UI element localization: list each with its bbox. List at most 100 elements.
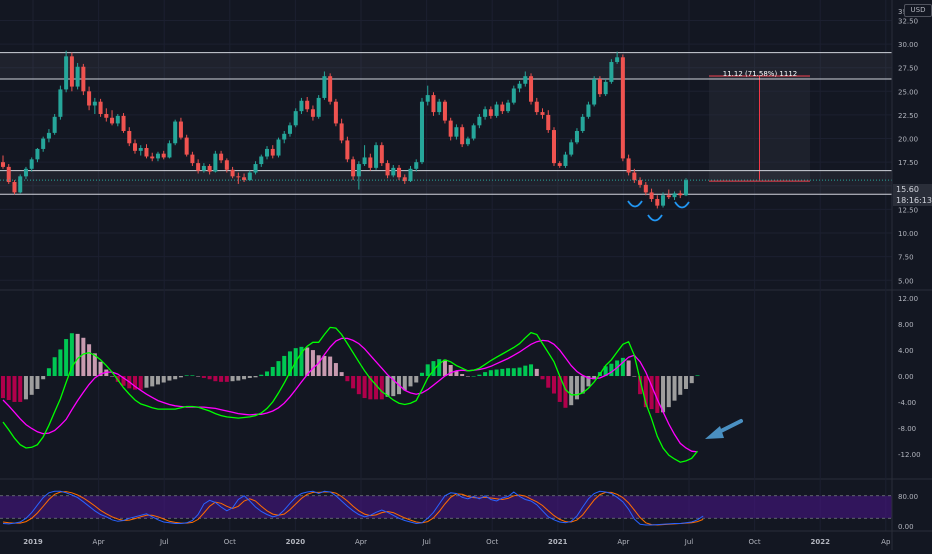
candle[interactable] — [6, 164, 11, 184]
macd-histogram-bar[interactable] — [12, 376, 17, 402]
macd-histogram-bar[interactable] — [339, 372, 344, 377]
candle[interactable] — [362, 145, 367, 166]
macd-histogram-bar[interactable] — [379, 376, 384, 400]
macd-histogram-bar[interactable] — [242, 376, 247, 380]
candle[interactable] — [678, 190, 683, 199]
right-shoulder-arc[interactable] — [674, 201, 690, 209]
macd-histogram-bar[interactable] — [236, 376, 241, 381]
candle[interactable] — [121, 113, 126, 133]
candle[interactable] — [351, 156, 356, 181]
candle[interactable] — [144, 144, 149, 159]
macd-histogram-bar[interactable] — [201, 376, 206, 378]
candle[interactable] — [18, 174, 23, 194]
candle[interactable] — [620, 54, 625, 162]
macd-histogram-bar[interactable] — [666, 376, 671, 408]
candle[interactable] — [305, 96, 310, 113]
macd-histogram-bar[interactable] — [58, 349, 63, 377]
macd-histogram-bar[interactable] — [465, 376, 470, 377]
candle[interactable] — [178, 117, 183, 140]
candle[interactable] — [454, 124, 459, 140]
candle[interactable] — [563, 151, 568, 168]
candle[interactable] — [683, 178, 689, 197]
candle[interactable] — [150, 152, 155, 162]
candle[interactable] — [184, 134, 189, 157]
macd-histogram-bar[interactable] — [92, 353, 97, 377]
candle[interactable] — [374, 142, 379, 170]
candle[interactable] — [259, 154, 264, 167]
macd-histogram-bar[interactable] — [18, 376, 23, 402]
macd-histogram-bar[interactable] — [425, 364, 430, 377]
candle[interactable] — [52, 113, 57, 135]
macd-histogram-bar[interactable] — [546, 376, 551, 388]
macd-histogram-bar[interactable] — [678, 376, 683, 395]
candle[interactable] — [276, 137, 281, 158]
macd-histogram-bar[interactable] — [64, 339, 69, 377]
macd-histogram-bar[interactable] — [270, 366, 275, 377]
macd-histogram-bar[interactable] — [144, 376, 149, 388]
candle[interactable] — [161, 150, 166, 160]
candle[interactable] — [638, 177, 643, 188]
candle[interactable] — [127, 127, 132, 147]
macd-histogram-bar[interactable] — [155, 376, 160, 385]
macd-histogram-bar[interactable] — [603, 366, 608, 377]
macd-histogram-bar[interactable] — [414, 376, 419, 383]
macd-histogram-bar[interactable] — [161, 376, 166, 383]
macd-histogram-bar[interactable] — [190, 375, 195, 377]
candle[interactable] — [592, 76, 597, 107]
macd-histogram-bar[interactable] — [333, 363, 338, 377]
macd-histogram-bar[interactable] — [643, 376, 648, 408]
macd-histogram-bar[interactable] — [362, 376, 367, 399]
macd-histogram-bar[interactable] — [672, 376, 677, 401]
macd-histogram-bar[interactable] — [523, 365, 528, 377]
macd-histogram-bar[interactable] — [23, 376, 28, 400]
macd-histogram-bar[interactable] — [29, 376, 34, 395]
macd-histogram-bar[interactable] — [534, 368, 539, 377]
macd-histogram-bar[interactable] — [368, 376, 373, 400]
candle[interactable] — [488, 106, 493, 119]
macd-histogram-bar[interactable] — [620, 357, 625, 377]
macd-histogram-bar[interactable] — [374, 376, 379, 400]
macd-histogram-bar[interactable] — [638, 376, 643, 395]
macd-histogram-bar[interactable] — [276, 361, 281, 377]
candle[interactable] — [322, 71, 327, 100]
candle[interactable] — [35, 148, 40, 163]
candle[interactable] — [253, 161, 258, 175]
candle[interactable] — [500, 101, 505, 114]
macd-histogram-bar[interactable] — [150, 376, 155, 387]
macd-histogram-bar[interactable] — [632, 376, 637, 377]
macd-histogram-bar[interactable] — [167, 376, 172, 381]
candle[interactable] — [196, 159, 201, 174]
annotations[interactable] — [627, 200, 743, 439]
macd-histogram-bar[interactable] — [437, 359, 442, 377]
macd-histogram-bar[interactable] — [695, 375, 700, 377]
candle[interactable] — [230, 166, 235, 179]
macd-histogram-bar[interactable] — [196, 376, 201, 377]
candle[interactable] — [81, 63, 86, 96]
candle[interactable] — [655, 195, 660, 209]
macd-histogram-bar[interactable] — [345, 376, 350, 382]
macd-histogram-bar[interactable] — [230, 376, 235, 382]
candle[interactable] — [328, 73, 333, 105]
macd-histogram-bar[interactable] — [69, 333, 74, 377]
candle[interactable] — [597, 76, 602, 97]
candle[interactable] — [167, 140, 172, 159]
macd-histogram-bar[interactable] — [488, 370, 493, 377]
candle[interactable] — [448, 117, 453, 141]
candle[interactable] — [92, 97, 97, 114]
macd-line[interactable] — [2, 326, 699, 463]
candle[interactable] — [293, 108, 298, 128]
macd-histogram-bar[interactable] — [213, 376, 218, 382]
macd-histogram-bar[interactable] — [299, 346, 304, 377]
macd-histogram-bar[interactable] — [563, 376, 568, 408]
macd-histogram-bar[interactable] — [110, 376, 115, 377]
candle[interactable] — [316, 95, 321, 119]
macd-histogram-bar[interactable] — [259, 374, 264, 377]
candle[interactable] — [64, 50, 69, 93]
macd-histogram-bar[interactable] — [419, 372, 424, 377]
candle[interactable] — [58, 85, 63, 120]
candle[interactable] — [661, 192, 666, 208]
candle[interactable] — [138, 145, 143, 156]
candle[interactable] — [110, 110, 115, 126]
macd-histogram-bar[interactable] — [81, 337, 86, 377]
candle[interactable] — [397, 165, 402, 181]
